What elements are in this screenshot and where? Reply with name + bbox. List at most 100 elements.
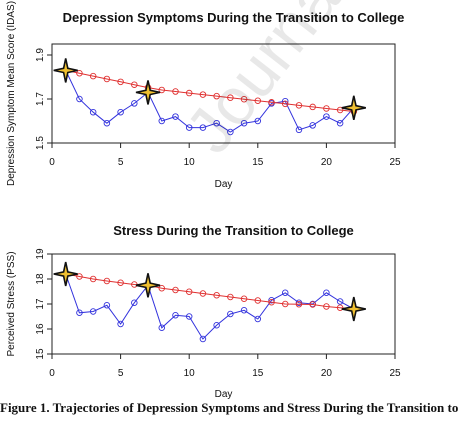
trend-data-point xyxy=(295,301,303,308)
trend-data-point xyxy=(254,97,262,105)
observed-data-point xyxy=(323,289,330,297)
y-axis-label: Depression Symptom Mean Score (IDAS) xyxy=(6,1,17,186)
trend-data-point xyxy=(227,94,234,101)
trend-data-point xyxy=(172,88,179,95)
y-tick-label: 16 xyxy=(35,323,46,335)
trend-data-point xyxy=(76,70,83,77)
trend-data-point xyxy=(213,92,220,100)
x-tick-label: 0 xyxy=(49,157,55,168)
observed-data-point xyxy=(213,322,220,329)
x-tick-label: 15 xyxy=(252,368,264,379)
observed-data-point xyxy=(172,113,179,120)
x-tick-label: 5 xyxy=(118,368,124,379)
observed-data-point xyxy=(158,324,166,332)
trend-data-point xyxy=(185,288,193,296)
observed-data-point xyxy=(309,122,316,129)
star-marker xyxy=(53,261,78,287)
x-tick-label: 20 xyxy=(321,368,333,379)
trend-data-point xyxy=(185,89,193,97)
observed-data-point xyxy=(199,335,207,343)
chart-figure: Depression Symptoms During the Transitio… xyxy=(6,1,405,400)
trend-data-point xyxy=(213,292,220,299)
observed-data-point xyxy=(185,313,193,320)
x-tick-label: 10 xyxy=(184,368,196,379)
plot-area-border xyxy=(51,253,396,355)
trend-data-point xyxy=(117,78,124,86)
x-tick-label: 10 xyxy=(184,157,196,168)
observed-data-point xyxy=(254,315,262,323)
x-tick-label: 20 xyxy=(321,157,333,168)
observed-data-point xyxy=(103,302,111,309)
observed-data-point xyxy=(268,297,275,304)
observed-data-point xyxy=(336,119,344,127)
trend-data-point xyxy=(227,293,234,301)
observed-data-point xyxy=(131,100,138,107)
x-tick-label: 25 xyxy=(389,157,401,168)
observed-data-point xyxy=(185,124,193,131)
observed-data-point xyxy=(117,108,124,116)
observed-data-point xyxy=(103,119,111,127)
y-tick-label: 1.5 xyxy=(35,136,46,150)
trend-data-point xyxy=(336,304,344,312)
trend-data-point xyxy=(309,301,316,308)
y-tick-label: 1.9 xyxy=(35,48,46,62)
trend-data-point xyxy=(103,277,111,285)
trend-data-point xyxy=(158,285,166,292)
observed-data-point xyxy=(89,108,97,116)
trend-data-point xyxy=(199,91,207,98)
x-tick-label: 5 xyxy=(118,157,124,168)
chart-panel-2: Stress During the Transition to College 0… xyxy=(6,223,401,400)
trend-data-point xyxy=(199,290,207,297)
y-tick-label: 15 xyxy=(35,348,46,360)
trend-data-point xyxy=(323,303,330,310)
trend-data-point xyxy=(117,279,124,287)
trend-data-point xyxy=(103,75,111,83)
trend-data-point xyxy=(309,103,316,111)
trend-data-point xyxy=(89,275,97,283)
star-marker xyxy=(135,273,161,298)
y-axis-label: Perceived Stress (PSS) xyxy=(6,251,17,356)
observed-data-point xyxy=(227,128,234,136)
star-marker xyxy=(341,296,366,322)
star-marker xyxy=(53,58,78,83)
y-tick-label: 1.7 xyxy=(35,92,46,106)
observed-data-point xyxy=(213,119,220,127)
observed-data-point xyxy=(336,298,344,305)
trend-data-point xyxy=(89,72,97,80)
observed-data-point xyxy=(131,299,138,307)
trend-data-point xyxy=(336,106,344,114)
chart-title: Stress During the Transition to College xyxy=(113,223,354,238)
trend-data-point xyxy=(323,105,330,112)
x-tick-label: 15 xyxy=(252,157,264,168)
star-marker xyxy=(341,95,366,120)
x-axis-label: Day xyxy=(215,179,233,190)
observed-data-point xyxy=(172,312,179,319)
observed-data-point xyxy=(199,124,207,131)
observed-data-point xyxy=(76,309,83,317)
x-tick-label: 0 xyxy=(49,368,55,379)
observed-data-point xyxy=(323,113,330,120)
trend-data-point xyxy=(268,99,275,106)
trend-data-point xyxy=(281,100,289,108)
trend-series-line xyxy=(65,69,354,112)
x-axis-label: Day xyxy=(215,389,233,400)
trend-data-point xyxy=(240,95,248,103)
observed-data-point xyxy=(227,310,234,318)
trend-data-point xyxy=(240,295,248,303)
star-marker xyxy=(135,80,161,105)
y-tick-label: 17 xyxy=(35,298,46,310)
observed-series-line xyxy=(65,70,355,133)
observed-data-point xyxy=(76,95,83,103)
plot-area-border xyxy=(51,43,396,144)
chart-title: Depression Symptoms During the Transitio… xyxy=(63,10,405,25)
y-tick-label: 19 xyxy=(35,248,46,260)
trend-data-point xyxy=(131,81,138,88)
trend-series-line xyxy=(65,273,354,310)
trend-data-point xyxy=(172,286,179,294)
figure-caption: Figure 1. Trajectories of Depression Sym… xyxy=(0,400,459,415)
observed-data-point xyxy=(158,117,166,125)
observed-data-point xyxy=(254,117,262,125)
trend-data-point xyxy=(254,297,262,304)
trend-data-point xyxy=(281,300,289,308)
observed-series-line xyxy=(65,273,355,340)
